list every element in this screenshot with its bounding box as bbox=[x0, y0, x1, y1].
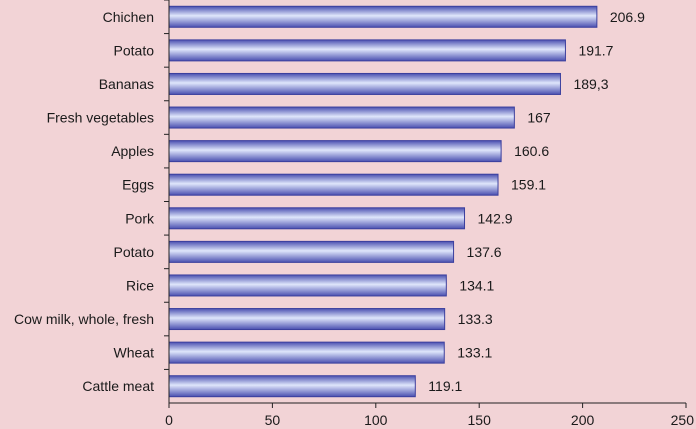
bar bbox=[168, 341, 445, 364]
data-label: 167 bbox=[527, 110, 551, 126]
data-label: 137.6 bbox=[467, 244, 502, 260]
x-tick-label: 150 bbox=[468, 412, 492, 428]
category-label: Bananas bbox=[99, 76, 154, 92]
bars-group: Chichen 206.9 Potato 191.7 Bananas 189,3 Fresh… bbox=[14, 5, 645, 398]
x-tick-label: 200 bbox=[571, 412, 595, 428]
x-tick-label: 0 bbox=[165, 412, 173, 428]
bar bbox=[168, 173, 499, 196]
category-label: Cattle meat bbox=[82, 378, 154, 394]
category-label: Potato bbox=[114, 244, 155, 260]
category-label: Chichen bbox=[103, 9, 154, 25]
bar bbox=[168, 72, 561, 95]
x-tick-label: 100 bbox=[364, 412, 388, 428]
category-label: Potato bbox=[114, 42, 155, 58]
bar bbox=[168, 106, 515, 129]
data-label: 206.9 bbox=[610, 9, 645, 25]
bar bbox=[168, 375, 416, 398]
data-label: 159.1 bbox=[511, 177, 546, 193]
bar bbox=[168, 308, 446, 331]
data-label: 134.1 bbox=[459, 277, 494, 293]
category-label: Wheat bbox=[114, 345, 155, 361]
category-label: Rice bbox=[126, 277, 154, 293]
data-label: 160.6 bbox=[514, 143, 549, 159]
category-label: Eggs bbox=[122, 177, 154, 193]
bar bbox=[168, 274, 447, 297]
data-label: 119.1 bbox=[428, 378, 462, 394]
bar bbox=[168, 39, 566, 62]
data-label: 191.7 bbox=[578, 42, 613, 58]
category-label: Apples bbox=[111, 143, 154, 159]
bar bbox=[168, 5, 598, 28]
data-label: 189,3 bbox=[573, 76, 608, 92]
data-label: 142.9 bbox=[478, 210, 513, 226]
data-label: 133.3 bbox=[458, 311, 493, 327]
category-label: Cow milk, whole, fresh bbox=[14, 311, 154, 327]
data-label: 133.1 bbox=[457, 345, 492, 361]
x-tick-label: 50 bbox=[265, 412, 281, 428]
category-label: Pork bbox=[125, 210, 155, 226]
bar bbox=[168, 240, 455, 263]
axes-group: 0 50 100 150 200 250 bbox=[164, 0, 694, 428]
category-label: Fresh vegetables bbox=[47, 110, 154, 126]
bar bbox=[168, 140, 502, 163]
x-tick-label: 250 bbox=[671, 412, 695, 428]
bar bbox=[168, 207, 466, 230]
